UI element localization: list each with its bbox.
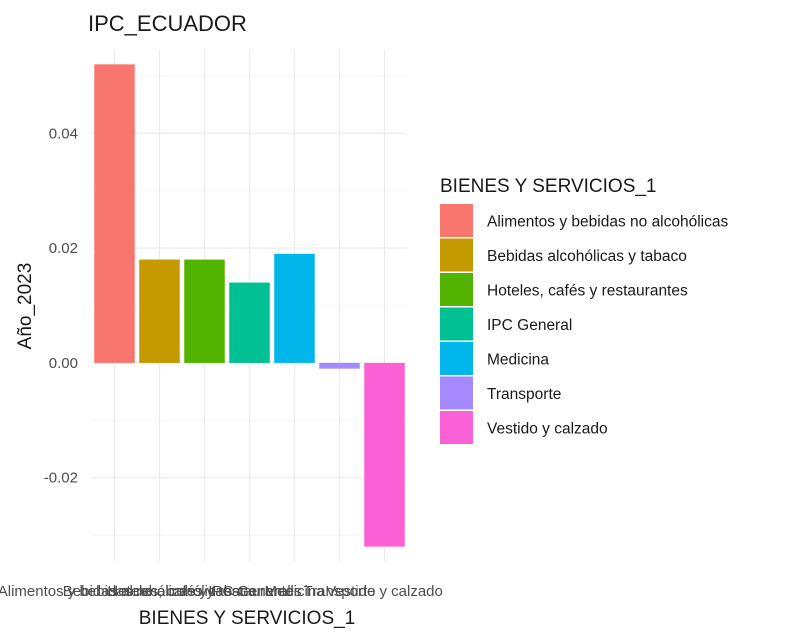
x-tick-label: Medicina (264, 583, 325, 600)
y-axis-ticks: -0.02 0.00 0.02 0.04 (44, 125, 78, 486)
y-tick-label: 0.02 (49, 240, 78, 257)
legend-label: Bebidas alcohólicas y tabaco (487, 248, 687, 265)
x-axis-ticks: Alimentos y bebidas no alcohólicasBebida… (0, 583, 443, 600)
y-tick-label: -0.02 (44, 470, 78, 487)
legend-key (440, 204, 473, 237)
legend-label: Alimentos y bebidas no alcohólicas (487, 213, 728, 230)
chart-title: IPC_ECUADOR (88, 11, 247, 36)
bar (364, 362, 405, 547)
legend-key (440, 376, 473, 410)
legend-key (440, 307, 473, 341)
x-tick-label: IPC General (208, 583, 291, 600)
x-tick-label: Hoteles, cafés y restaurantes (107, 583, 301, 600)
legend-key (440, 411, 473, 444)
legend-label: Hoteles, cafés y restaurantes (487, 282, 688, 299)
legend: BIENES Y SERVICIOS_1 Alimentos y bebidas… (440, 176, 728, 444)
y-tick-label: 0.04 (49, 125, 78, 142)
bar (94, 64, 135, 363)
bar (229, 282, 270, 363)
bars (94, 64, 405, 547)
y-axis-title: Año_2023 (15, 263, 36, 350)
bar (139, 259, 180, 363)
legend-label: Vestido y calzado (487, 420, 608, 437)
bar (274, 253, 315, 363)
x-tick-label: Vestido y calzado (326, 583, 443, 600)
x-tick-label: Alimentos y bebidas no alcohólicas (0, 583, 231, 600)
x-tick-label: Bebidas alcohólicas y tabaco (63, 583, 256, 600)
legend-label: IPC General (487, 317, 572, 334)
legend-key (440, 342, 473, 375)
y-tick-label: 0.00 (49, 355, 78, 372)
bar (184, 259, 225, 363)
legend-title: BIENES Y SERVICIOS_1 (440, 176, 657, 197)
legend-label: Medicina (487, 351, 549, 368)
bar (319, 362, 360, 369)
legend-label: Transporte (487, 386, 561, 403)
x-axis-title: BIENES Y SERVICIOS_1 (139, 608, 356, 629)
legend-key (440, 238, 473, 272)
legend-key (440, 273, 473, 306)
x-tick-label: Transporte (304, 583, 376, 600)
